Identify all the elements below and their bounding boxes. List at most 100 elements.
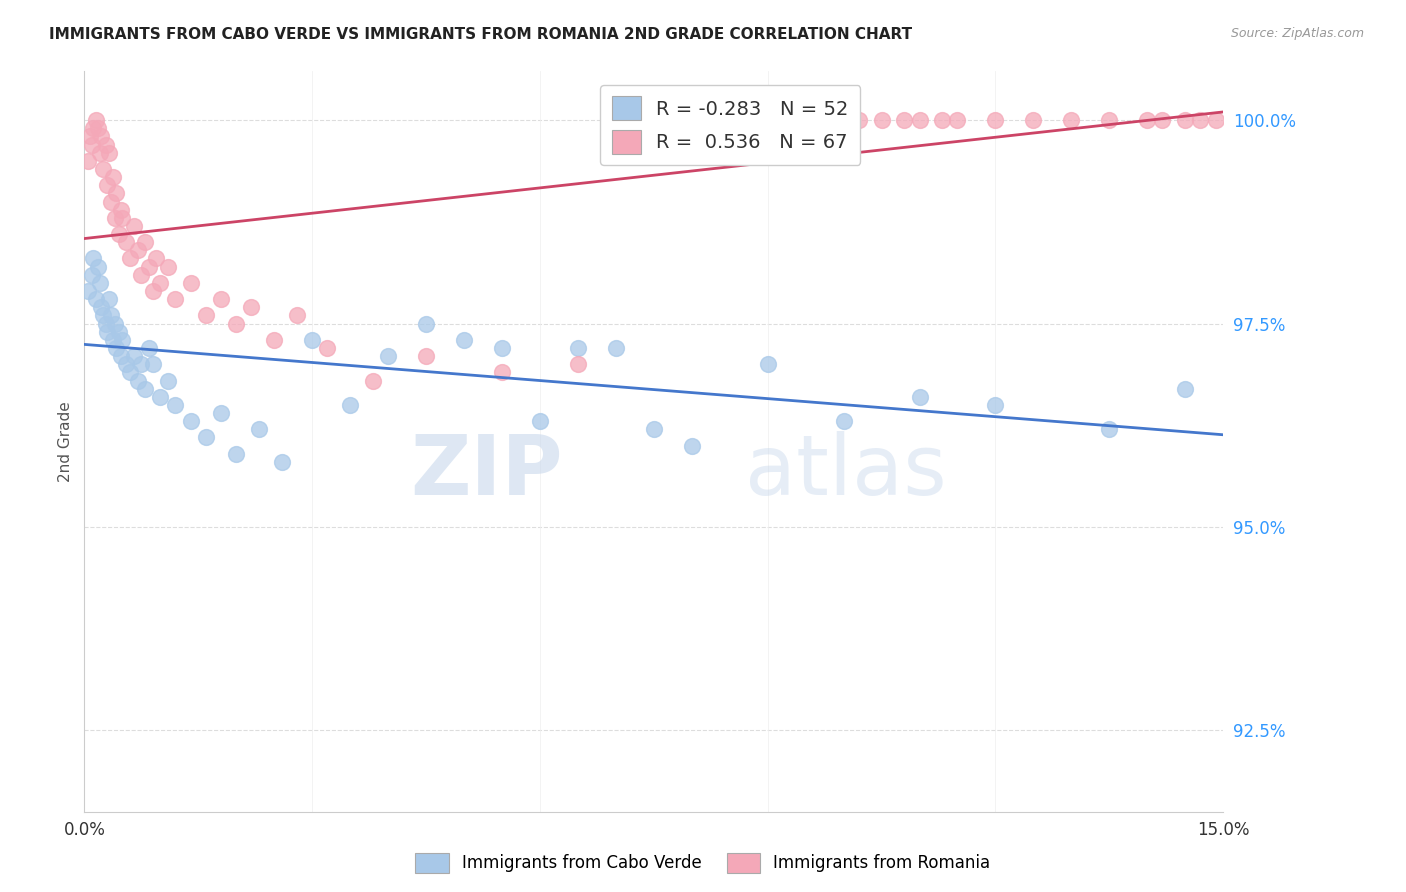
Point — [908, 113, 931, 128]
Point — [1174, 113, 1197, 128]
Point — [870, 113, 893, 128]
Point — [84, 113, 107, 128]
Point — [94, 137, 117, 152]
Point — [100, 309, 122, 323]
Point — [285, 309, 308, 323]
Point — [567, 341, 589, 355]
Y-axis label: 2nd Grade: 2nd Grade — [58, 401, 73, 482]
Text: ZIP: ZIP — [411, 431, 562, 512]
Point — [79, 129, 101, 144]
Point — [1098, 422, 1121, 436]
Point — [127, 374, 149, 388]
Point — [756, 357, 779, 371]
Point — [77, 284, 100, 298]
Point — [810, 113, 832, 128]
Point — [97, 145, 120, 160]
Point — [567, 357, 589, 371]
Point — [165, 398, 187, 412]
Point — [77, 153, 100, 168]
Point — [794, 113, 817, 128]
Point — [110, 349, 132, 363]
Point — [263, 333, 285, 347]
Point — [149, 390, 172, 404]
Point — [832, 414, 855, 428]
Point — [270, 455, 292, 469]
Point — [82, 121, 104, 136]
Point — [225, 447, 247, 461]
Point — [339, 398, 361, 412]
Point — [93, 161, 115, 176]
Point — [134, 382, 156, 396]
Point — [209, 406, 232, 420]
Point — [1098, 113, 1121, 128]
Point — [115, 357, 138, 371]
Point — [134, 235, 156, 250]
Point — [209, 292, 232, 306]
Point — [93, 309, 115, 323]
Point — [194, 309, 217, 323]
Point — [82, 252, 104, 266]
Point — [105, 186, 128, 201]
Point — [87, 121, 110, 136]
Point — [96, 178, 118, 193]
Point — [756, 113, 779, 128]
Point — [1189, 113, 1212, 128]
Point — [301, 333, 323, 347]
Point — [87, 260, 110, 274]
Point — [111, 333, 134, 347]
Point — [84, 292, 107, 306]
Point — [89, 276, 111, 290]
Point — [100, 194, 122, 209]
Point — [142, 284, 165, 298]
Text: IMMIGRANTS FROM CABO VERDE VS IMMIGRANTS FROM ROMANIA 2ND GRADE CORRELATION CHAR: IMMIGRANTS FROM CABO VERDE VS IMMIGRANTS… — [49, 27, 912, 42]
Point — [103, 170, 125, 185]
Point — [89, 145, 111, 160]
Point — [111, 211, 134, 225]
Point — [1205, 113, 1227, 128]
Point — [104, 317, 127, 331]
Point — [893, 113, 915, 128]
Point — [1152, 113, 1174, 128]
Point — [145, 252, 167, 266]
Point — [129, 357, 153, 371]
Point — [107, 227, 129, 241]
Point — [105, 341, 128, 355]
Point — [90, 301, 112, 315]
Point — [122, 219, 145, 233]
Point — [118, 365, 141, 379]
Point — [984, 398, 1007, 412]
Point — [415, 349, 437, 363]
Point — [453, 333, 475, 347]
Point — [377, 349, 399, 363]
Point — [122, 349, 145, 363]
Point — [96, 325, 118, 339]
Point — [316, 341, 339, 355]
Point — [80, 137, 103, 152]
Point — [415, 317, 437, 331]
Point — [529, 414, 551, 428]
Point — [97, 292, 120, 306]
Point — [127, 244, 149, 258]
Point — [80, 268, 103, 282]
Point — [110, 202, 132, 217]
Point — [643, 422, 665, 436]
Point — [247, 422, 270, 436]
Point — [180, 276, 202, 290]
Point — [115, 235, 138, 250]
Point — [946, 113, 969, 128]
Point — [848, 113, 870, 128]
Point — [138, 260, 160, 274]
Point — [194, 430, 217, 444]
Text: Source: ZipAtlas.com: Source: ZipAtlas.com — [1230, 27, 1364, 40]
Point — [149, 276, 172, 290]
Point — [129, 268, 153, 282]
Point — [681, 113, 703, 128]
Point — [1060, 113, 1083, 128]
Point — [605, 341, 627, 355]
Point — [180, 414, 202, 428]
Point — [156, 260, 179, 274]
Point — [90, 129, 112, 144]
Point — [94, 317, 117, 331]
Point — [142, 357, 165, 371]
Point — [984, 113, 1007, 128]
